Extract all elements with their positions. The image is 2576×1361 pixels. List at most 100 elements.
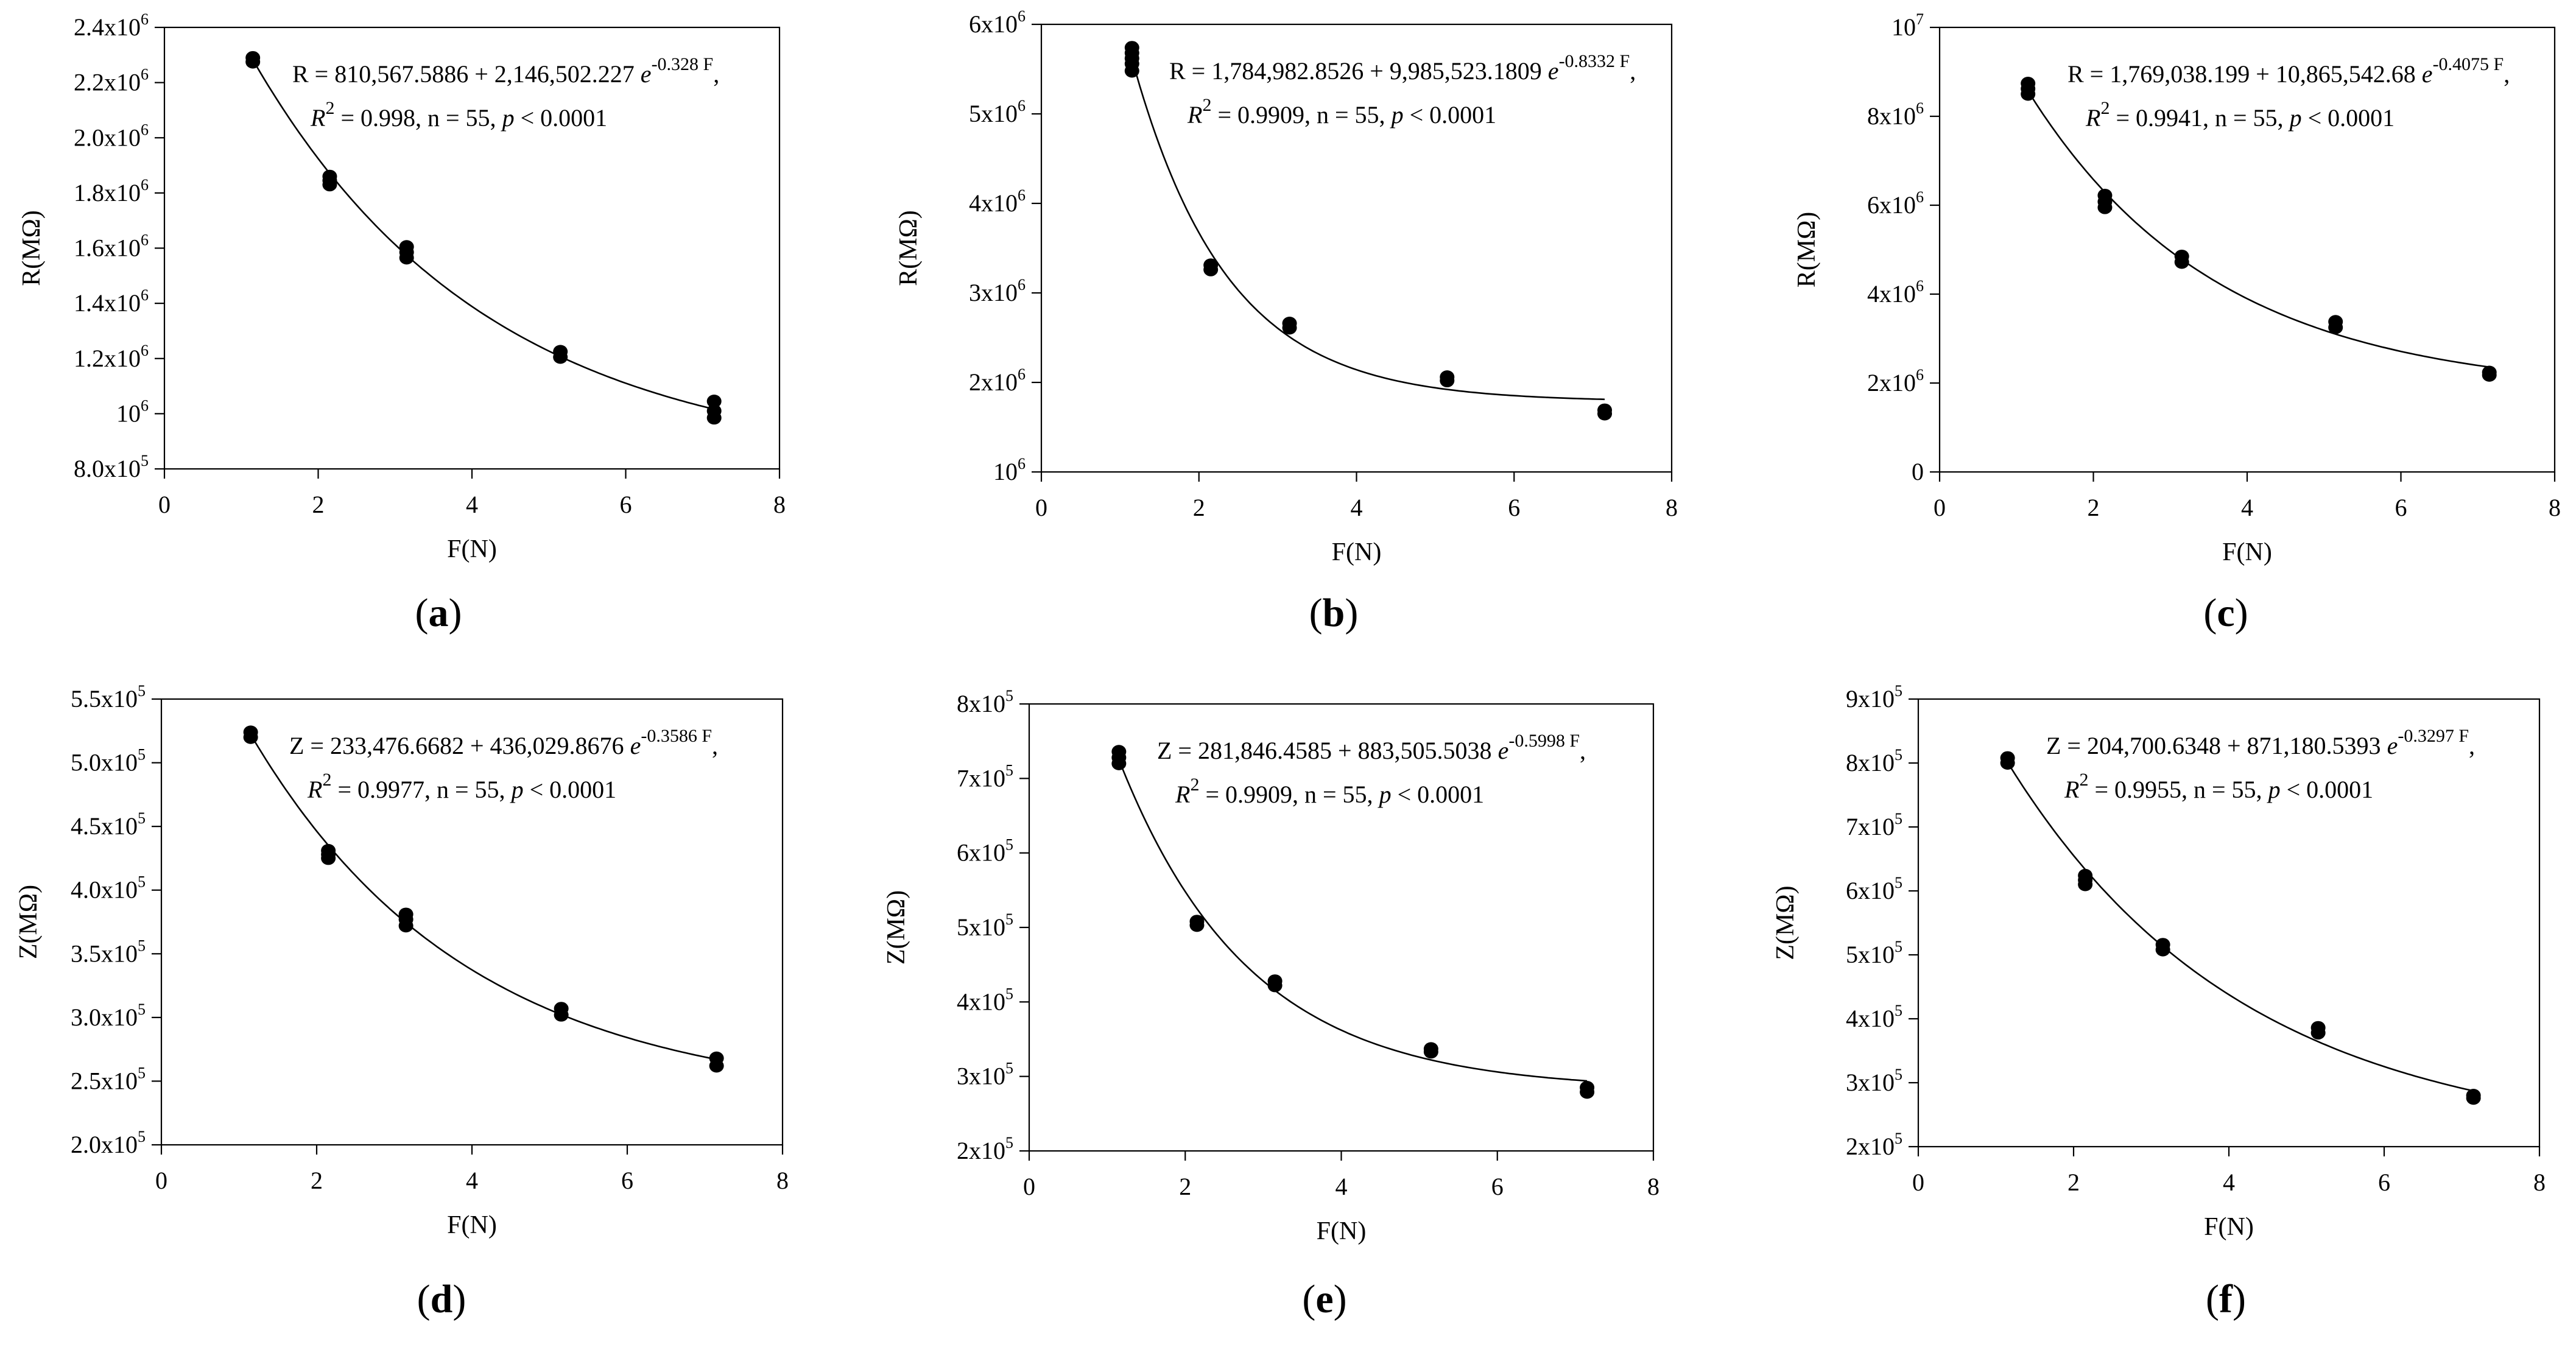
y-tick-exponent: 6: [141, 121, 149, 138]
stats-annotation: R2 = 0.998, n = 55, p < 0.0001: [310, 98, 607, 132]
x-tick-label: 6: [2378, 1169, 2390, 1196]
x-tick-label: 4: [2223, 1169, 2235, 1196]
panel-caption-paren: ): [452, 1277, 466, 1321]
equation-exponent: -0.3297 F: [2398, 726, 2469, 746]
equation-e: e: [2387, 732, 2398, 759]
data-point: [2000, 751, 2015, 765]
y-tick-label: 2x105: [957, 1134, 1013, 1164]
stats-values: = 0.9909, n = 55,: [1199, 781, 1379, 808]
y-tick-exponent: 5: [138, 1001, 146, 1018]
data-point: [2310, 1021, 2326, 1035]
y-tick-exponent: 6: [1018, 186, 1026, 204]
y-tick-label: 3x105: [1846, 1066, 1902, 1096]
y-tick-mantissa: 8x10: [1846, 749, 1895, 776]
stats-r-squared: 2: [1202, 95, 1211, 115]
y-tick-exponent: 5: [1005, 836, 1013, 854]
y-axis-title: Z(MΩ): [15, 885, 43, 959]
y-tick-exponent: 5: [1895, 1130, 1902, 1147]
x-axis-title: F(N): [2204, 1213, 2254, 1241]
equation-comma: ,: [712, 732, 718, 759]
y-tick-mantissa: 5.5x10: [71, 685, 138, 712]
equation-terms: R = 1,769,038.199 + 10,865,542.68: [2067, 60, 2422, 88]
data-point: [553, 345, 568, 359]
y-axis-title: R(MΩ): [1793, 212, 1821, 288]
stats-p-value: < 0.0001: [1404, 101, 1497, 128]
fit-curve: [1131, 58, 1605, 401]
equation-e: e: [1548, 57, 1559, 85]
y-tick-exponent: 5: [1005, 1134, 1013, 1152]
x-tick-label: 2: [2088, 494, 2100, 521]
panel-caption: (c): [2203, 591, 2248, 635]
y-tick-exponent: 6: [141, 10, 149, 28]
equation-annotation: Z = 204,700.6348 + 871,180.5393 e-0.3297…: [2046, 726, 2475, 759]
y-tick-exponent: 5: [1005, 910, 1013, 928]
panel-caption-paren: ): [2233, 1277, 2246, 1321]
y-axis-title: Z(MΩ): [882, 890, 910, 965]
y-tick-mantissa: 7x10: [957, 764, 1005, 792]
y-tick-exponent: 5: [1005, 985, 1013, 1002]
data-point: [1124, 41, 1139, 55]
y-tick-label: 1.4x106: [74, 286, 149, 317]
y-tick-label: 5.5x105: [71, 682, 146, 712]
panel-caption-letter: f: [2219, 1277, 2233, 1321]
data-point: [2466, 1089, 2481, 1102]
data-point: [706, 404, 722, 418]
y-tick-exponent: 5: [138, 746, 146, 764]
y-tick-label: 2x106: [1867, 366, 1924, 396]
y-tick-label: 4.5x105: [71, 809, 146, 840]
y-tick-mantissa: 2.5x10: [71, 1067, 138, 1094]
panel-caption-paren: ): [449, 591, 462, 635]
data-point: [2328, 315, 2343, 329]
panel-caption-letter: d: [431, 1277, 453, 1321]
panel-caption-letter: e: [1315, 1277, 1333, 1321]
y-tick-label: 2x106: [969, 365, 1026, 396]
x-tick-label: 8: [776, 1167, 789, 1194]
equation-terms: Z = 204,700.6348 + 871,180.5393: [2046, 732, 2387, 759]
equation-e: e: [1498, 737, 1509, 764]
stats-values: = 0.998, n = 55,: [334, 104, 502, 132]
y-tick-exponent: 5: [1895, 746, 1902, 764]
y-tick-label: 8x105: [1846, 746, 1902, 776]
y-tick-exponent: 6: [1916, 366, 1924, 384]
y-tick-mantissa: 2x10: [957, 1137, 1005, 1164]
x-tick-label: 4: [1351, 494, 1363, 521]
data-point: [2097, 188, 2113, 202]
y-tick-label: 2x105: [1846, 1130, 1902, 1160]
y-tick-exponent: 5: [1005, 687, 1013, 705]
y-tick-label: 4x106: [1867, 277, 1924, 308]
data-point: [1580, 1081, 1595, 1095]
x-tick-label: 0: [1912, 1169, 1924, 1196]
data-point: [398, 907, 413, 921]
data-point: [2021, 76, 2036, 90]
stats-r-label: R: [2064, 776, 2079, 803]
data-point: [709, 1051, 724, 1065]
stats-r-squared: 2: [322, 770, 331, 790]
y-tick-mantissa: 2.0x10: [74, 124, 141, 151]
y-tick-mantissa: 1.2x10: [74, 345, 141, 372]
stats-r-squared: 2: [325, 98, 334, 118]
x-tick-label: 2: [311, 1167, 323, 1194]
y-tick-mantissa: 10: [1892, 13, 1916, 41]
stats-r-label: R: [310, 104, 325, 132]
panel-caption-paren: (: [2206, 1277, 2219, 1321]
x-tick-label: 6: [620, 491, 632, 518]
y-axis-title: Z(MΩ): [1772, 885, 1800, 960]
y-tick-label: 3.5x105: [71, 937, 146, 967]
y-tick-mantissa: 2.4x10: [74, 13, 141, 41]
x-tick-label: 0: [1934, 494, 1946, 521]
x-axis-title: F(N): [1332, 538, 1382, 566]
chart-panel-e: 0 2 4 6 82x1053x1054x1055x1056x1057x1058x105…: [882, 687, 1659, 1321]
equation-terms: R = 810,567.5886 + 2,146,502.227: [292, 60, 641, 88]
y-tick-mantissa: 0: [1912, 458, 1924, 485]
y-tick-exponent: 5: [138, 1128, 146, 1145]
y-tick-mantissa: 2x10: [969, 368, 1018, 396]
y-tick-mantissa: 4.0x10: [71, 876, 138, 904]
data-point: [1440, 370, 1455, 384]
y-tick-exponent: 7: [1916, 10, 1924, 28]
x-tick-label: 8: [1666, 494, 1678, 521]
data-point: [322, 169, 337, 183]
stats-p-label: p: [510, 776, 524, 803]
y-tick-label: 2.2x106: [74, 66, 149, 96]
y-tick-exponent: 5: [138, 937, 146, 954]
equation-exponent: -0.4075 F: [2433, 54, 2504, 74]
